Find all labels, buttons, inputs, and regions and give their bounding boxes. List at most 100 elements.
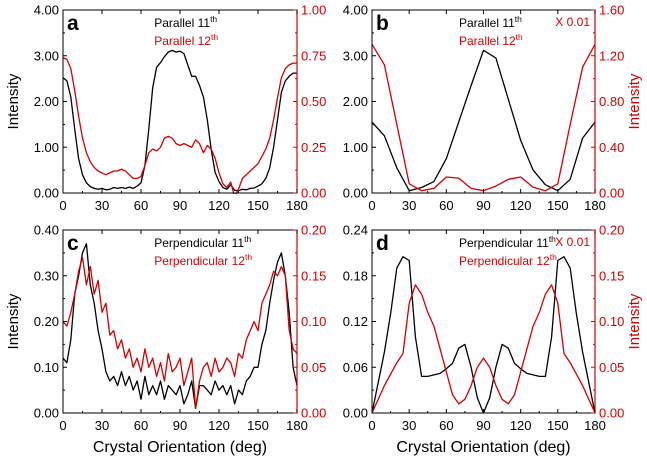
y-left-tick-label: 0.00 [34,406,59,421]
x-tick-label: 120 [510,418,532,433]
y-right-axis-label: Intensity [626,73,643,129]
y-left-tick-label: 3.00 [343,48,368,63]
y-right-tick-label: 0.10 [301,314,326,329]
x-tick-label: 30 [402,418,416,433]
y-right-tick-label: 0.15 [599,268,624,283]
x-tick-label: 60 [134,198,148,213]
y-right-tick-label: 0.25 [301,140,326,155]
y-right-axis-label: Intensity [626,293,643,349]
legend-name: Perpendicular 11 [154,236,244,250]
series-group [63,49,297,194]
legend-superscript: th [549,234,556,244]
series-line-1 [63,243,297,410]
x-tick-label: 0 [368,418,375,433]
y-left-tick-label: 0.18 [343,268,368,283]
x-tick-label: 120 [208,418,230,433]
legend-superscript: th [245,252,252,262]
x-axis-label: Crystal Orientation (deg) [396,439,570,456]
panel-d: 0 30 60 90 120 150 1800.000.060.120.180.240.00… [343,223,643,457]
y-right-tick-label: 0.00 [301,186,326,201]
y-right-tick-label: 0.15 [301,268,326,283]
legend-entry-2: Perpendicular 12th [154,252,252,268]
legend-superscript: th [210,14,217,24]
x-tick-label: 150 [247,418,269,433]
y-right-tick-label: 0.05 [301,360,326,375]
series-group [63,243,297,410]
y-left-axis-label: Intensity [5,73,22,129]
panel-letter: d [376,232,389,255]
x-tick-label: 30 [95,198,109,213]
y-left-tick-label: 0.24 [343,223,368,238]
legend-name: Parallel 12 [154,34,211,48]
y-right-tick-label: 0.20 [301,223,326,238]
x-tick-label: 60 [439,198,453,213]
y-left-tick-label: 0.00 [343,406,368,421]
y-right-tick-label: 0.00 [599,186,624,201]
legend-superscript: th [516,32,523,42]
series-line-2 [372,43,595,192]
legend-entry-2: Perpendicular 12th [459,252,557,268]
x-tick-label: 150 [547,418,569,433]
x-tick-label: 0 [59,418,66,433]
legend-name: Parallel 11 [459,16,515,30]
x-tick-label: 180 [584,198,606,213]
y-right-tick-label: 0.05 [599,360,624,375]
series-group [372,256,595,414]
y-right-tick-label: 1.20 [599,48,624,63]
legend-superscript: th [550,252,557,262]
y-left-tick-label: 0.12 [343,314,368,329]
x-tick-label: 180 [584,418,606,433]
series-group [372,43,595,192]
panel-c: 0 30 60 90 120 150 1800.000.100.200.300.400.00… [5,223,326,457]
x-tick-label: 90 [173,418,187,433]
x-tick-label: 0 [59,198,66,213]
series-line-1 [372,49,595,192]
x-tick-label: 60 [134,418,148,433]
y-left-tick-label: 4.00 [343,3,368,18]
legend-superscript: th [515,14,522,24]
x-tick-label: 150 [547,198,569,213]
legend-name: Parallel 11 [154,16,210,30]
y-left-tick-label: 0.00 [343,186,368,201]
y-left-tick-label: 1.00 [34,140,59,155]
legend-name: Perpendicular 12 [459,254,550,268]
legend-entry-2: Parallel 12th [459,32,523,48]
y-left-tick-label: 4.00 [34,3,59,18]
x-tick-label: 30 [402,198,416,213]
series-line-1 [63,49,297,192]
legend-superscript: th [244,234,251,244]
x-tick-label: 150 [247,198,269,213]
y-left-tick-label: 0.06 [343,360,368,375]
series-line-2 [63,256,297,410]
panel-letter: b [376,12,389,35]
x-tick-label: 30 [95,418,109,433]
legend-entry-1: Perpendicular 11th [459,234,556,250]
y-left-axis-label: Intensity [5,293,22,349]
y-right-tick-label: 0.40 [599,140,624,155]
panel-b: 0 30 60 90 120 150 1800.001.002.003.004.000.00… [343,3,643,214]
y-right-tick-label: 0.75 [301,48,326,63]
y-left-tick-label: 0.30 [34,268,59,283]
scale-annotation: X 0.01 [555,235,590,249]
x-tick-label: 90 [173,198,187,213]
y-left-tick-label: 2.00 [343,94,368,109]
y-left-tick-label: 0.20 [34,314,59,329]
y-right-tick-label: 0.10 [599,314,624,329]
x-tick-label: 90 [476,198,490,213]
x-tick-label: 120 [510,198,532,213]
legend-name: Perpendicular 12 [154,254,245,268]
y-right-tick-label: 0.00 [599,406,624,421]
panel-letter: a [67,12,79,35]
x-tick-label: 90 [476,418,490,433]
legend-entry-2: Parallel 12th [154,32,218,48]
y-right-tick-label: 0.50 [301,94,326,109]
legend-entry-1: Parallel 11th [154,14,217,30]
x-tick-label: 0 [368,198,375,213]
legend-superscript: th [211,32,218,42]
x-tick-label: 180 [286,418,308,433]
y-right-tick-label: 0.80 [599,94,624,109]
y-left-tick-label: 0.40 [34,223,59,238]
y-right-tick-label: 1.00 [301,3,326,18]
legend-entry-1: Parallel 11th [459,14,522,30]
